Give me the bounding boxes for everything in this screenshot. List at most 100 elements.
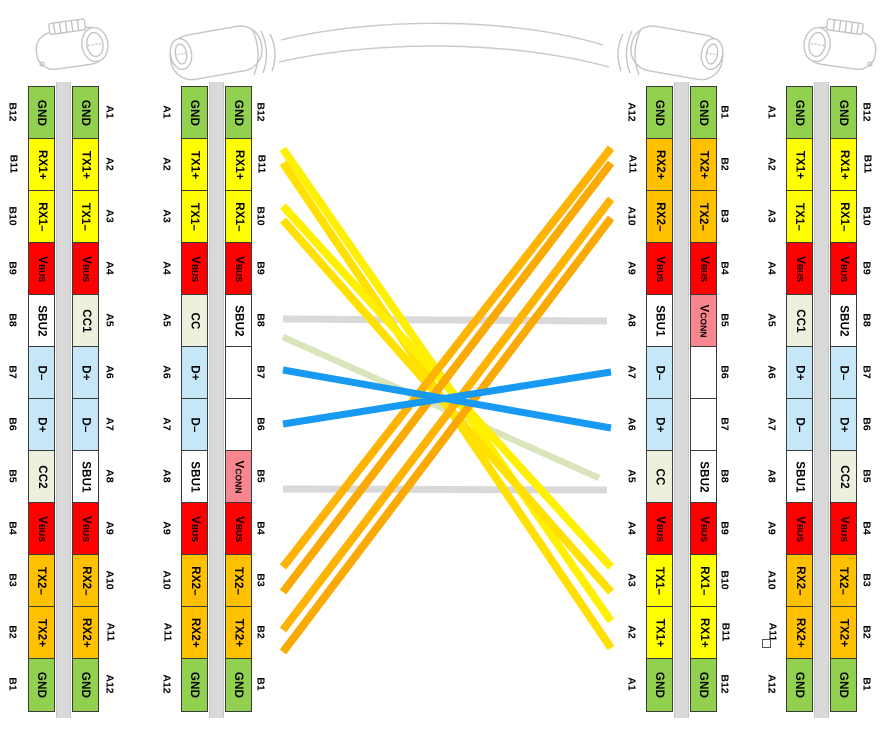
pin-number-label-plug-left: A2 bbox=[156, 138, 178, 190]
pin-number-text: B7 bbox=[861, 365, 873, 379]
pin-cell-receptacle-right-TX2+: TX2+ bbox=[830, 606, 857, 660]
pin-cell-plug-left-nc bbox=[225, 346, 252, 400]
pin-number-label-plug-left: B7 bbox=[250, 346, 272, 398]
pin-cell-label: TX2+ bbox=[697, 150, 710, 180]
pin-cell-label: RX1+ bbox=[35, 149, 48, 180]
pin-number-label-receptacle-right: A1 bbox=[761, 86, 783, 138]
pin-cell-plug-right-SBU2: SBU2 bbox=[690, 450, 717, 504]
pin-cell-label: SBU2 bbox=[232, 305, 245, 337]
pin-number-label-receptacle-left: A5 bbox=[99, 294, 121, 346]
dplus-dminus-wire-2 bbox=[282, 368, 612, 428]
pin-cell-plug-right-nc bbox=[690, 398, 717, 452]
pin-cell-receptacle-right-RX1+: RX1+ bbox=[830, 138, 857, 192]
pin-number-text: B2 bbox=[255, 625, 267, 639]
pin-number-label-plug-right: B6 bbox=[714, 346, 736, 398]
pin-cell-receptacle-right-TX1–: TX1– bbox=[786, 190, 813, 244]
pin-cell-label: SBU1 bbox=[79, 461, 92, 493]
tx2-rx2-wire-3 bbox=[279, 196, 615, 633]
pin-cell-plug-left-nc bbox=[225, 398, 252, 452]
pin-cell-plug-right-GND: GND bbox=[646, 658, 673, 712]
pin-cell-plug-right-RX2–: RX2– bbox=[646, 190, 673, 244]
usb-cable-icon bbox=[280, 22, 604, 46]
pin-number-text: B8 bbox=[861, 313, 873, 327]
pin-number-label-receptacle-left: B7 bbox=[2, 346, 24, 398]
pin-number-text: B2 bbox=[861, 625, 873, 639]
pin-cell-label: VBUS bbox=[697, 255, 710, 282]
pin-cell-label: SBU2 bbox=[837, 305, 850, 337]
pin-cell-label: TX2+ bbox=[232, 618, 245, 648]
pin-number-label-receptacle-right: B12 bbox=[856, 86, 878, 138]
pin-number-label-plug-left: B4 bbox=[250, 502, 272, 554]
pin-cell-receptacle-left-CC1: CC1 bbox=[72, 294, 99, 348]
pin-cell-receptacle-left-GND: GND bbox=[28, 658, 55, 712]
pin-cell-receptacle-left-SBU1: SBU1 bbox=[72, 450, 99, 504]
pin-cell-label: RX2– bbox=[79, 565, 92, 596]
pin-number-text: B3 bbox=[7, 573, 19, 587]
pin-number-label-plug-left: A8 bbox=[156, 450, 178, 502]
pin-cell-label: VBUS bbox=[35, 255, 48, 282]
pin-cell-label: CC2 bbox=[35, 464, 48, 489]
pin-cell-receptacle-left-SBU2: SBU2 bbox=[28, 294, 55, 348]
pin-cell-receptacle-right-RX2+: RX2+ bbox=[786, 606, 813, 660]
pin-cell-plug-right-TX1–: TX1– bbox=[646, 554, 673, 608]
pin-cell-receptacle-left-TX2+: TX2+ bbox=[28, 606, 55, 660]
pin-cell-plug-right-D–: D– bbox=[646, 346, 673, 400]
pin-cell-label: SBU1 bbox=[793, 461, 806, 493]
pin-cell-label: GND bbox=[837, 671, 850, 698]
pin-number-text: B9 bbox=[7, 261, 19, 275]
pin-cell-label: CC2 bbox=[837, 464, 850, 489]
pin-cell-plug-right-TX2–: TX2– bbox=[690, 190, 717, 244]
pin-number-text: B11 bbox=[255, 154, 267, 174]
pin-cell-plug-left-TX2+: TX2+ bbox=[225, 606, 252, 660]
pin-number-label-plug-right: B7 bbox=[714, 398, 736, 450]
pin-number-text: B7 bbox=[7, 365, 19, 379]
pin-cell-plug-right-TX1+: TX1+ bbox=[646, 606, 673, 660]
pin-number-text: B4 bbox=[861, 521, 873, 535]
pin-cell-plug-left-GND: GND bbox=[181, 658, 208, 712]
pin-number-text: B11 bbox=[719, 622, 731, 642]
pin-cell-label: D+ bbox=[793, 365, 806, 381]
pin-number-text: B12 bbox=[6, 102, 19, 122]
pin-number-label-receptacle-left: B2 bbox=[2, 606, 24, 658]
pin-number-text: A5 bbox=[626, 469, 638, 483]
pin-number-label-plug-right: B4 bbox=[714, 242, 736, 294]
pin-cell-label: RX1+ bbox=[232, 149, 245, 180]
pin-cell-receptacle-right-GND: GND bbox=[786, 658, 813, 712]
pin-number-label-plug-left: A6 bbox=[156, 346, 178, 398]
pin-number-text: A10 bbox=[625, 206, 638, 226]
pin-cell-label: GND bbox=[793, 99, 806, 126]
connector-tongue-strip-plug-left bbox=[209, 82, 224, 718]
pin-number-label-plug-right: A4 bbox=[621, 502, 643, 554]
pin-number-text: B2 bbox=[719, 157, 731, 171]
pin-number-text: A10 bbox=[765, 570, 778, 590]
pin-cell-receptacle-right-RX1–: RX1– bbox=[830, 190, 857, 244]
pin-number-text: A7 bbox=[104, 417, 116, 431]
pin-cell-receptacle-left-TX1+: TX1+ bbox=[72, 138, 99, 192]
pin-number-text: B5 bbox=[255, 469, 267, 483]
pin-number-text: A2 bbox=[766, 157, 778, 171]
pin-number-label-plug-left: B6 bbox=[250, 398, 272, 450]
pin-number-label-plug-left: B12 bbox=[250, 86, 272, 138]
pin-cell-receptacle-right-D–: D– bbox=[830, 346, 857, 400]
pin-number-label-plug-right: A11 bbox=[621, 138, 643, 190]
tx2-rx2-wire-2 bbox=[279, 160, 615, 595]
pin-cell-label: RX2+ bbox=[653, 149, 666, 180]
pin-number-label-receptacle-right: B7 bbox=[856, 346, 878, 398]
pin-cell-label: GND bbox=[232, 99, 245, 126]
pin-number-label-plug-left: A9 bbox=[156, 502, 178, 554]
pin-cell-receptacle-left-TX2–: TX2– bbox=[28, 554, 55, 608]
pin-cell-label: RX2– bbox=[188, 565, 201, 596]
pin-number-label-plug-right: B12 bbox=[714, 658, 736, 710]
pin-number-label-receptacle-right: B4 bbox=[856, 502, 878, 554]
pin-number-label-receptacle-left: B9 bbox=[2, 242, 24, 294]
pin-number-label-receptacle-left: A9 bbox=[99, 502, 121, 554]
cc-wire bbox=[281, 334, 601, 481]
pin-cell-receptacle-left-D+: D+ bbox=[72, 346, 99, 400]
pin-number-label-receptacle-right: A10 bbox=[761, 554, 783, 606]
pin-cell-plug-left-SBU1: SBU1 bbox=[181, 450, 208, 504]
pin-number-text: A10 bbox=[160, 570, 173, 590]
pin-cell-label: RX2+ bbox=[79, 617, 92, 648]
pin-cell-label: D+ bbox=[79, 365, 92, 381]
pin-cell-receptacle-left-GND: GND bbox=[72, 86, 99, 140]
pin-number-text: A11 bbox=[104, 622, 116, 642]
